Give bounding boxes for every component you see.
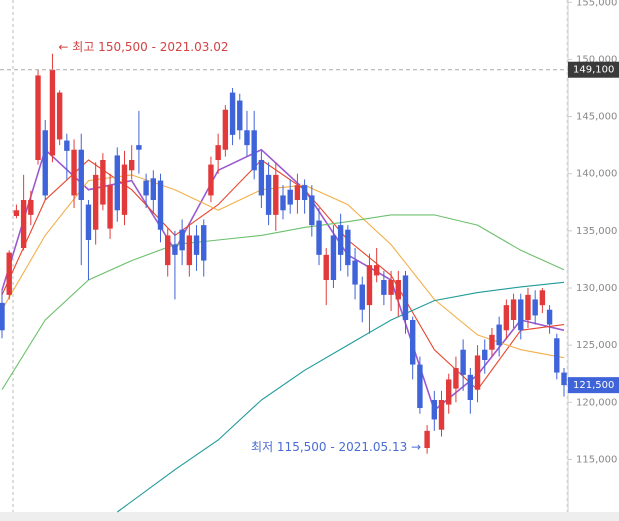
candle-body [474, 355, 481, 390]
candle-body [186, 235, 193, 266]
candle-body [157, 180, 164, 230]
candle-body [280, 195, 286, 211]
y-tick-label: 155,000 [576, 0, 617, 8]
candle-body [309, 195, 315, 226]
candle-body [438, 400, 445, 430]
candle-body [467, 374, 474, 400]
candle-body [554, 338, 560, 373]
candle-body [0, 302, 5, 331]
candle-body [525, 294, 531, 320]
candle-body [143, 180, 149, 196]
candle-body [366, 265, 373, 306]
candle-body [503, 305, 510, 331]
candle-body [345, 229, 351, 266]
candle-body [273, 174, 279, 215]
candle-body [100, 160, 106, 205]
moving-average-line [1, 214, 565, 390]
candle-body [6, 252, 12, 295]
candle-body [128, 160, 135, 171]
candle-body [49, 69, 56, 156]
candle-body [28, 200, 34, 215]
candle-body [409, 320, 416, 365]
candle-body [193, 235, 200, 255]
candle-body [446, 379, 452, 405]
candle-body [251, 130, 257, 171]
candle-body [316, 220, 322, 255]
candle-body [532, 299, 538, 316]
y-tick-label: 125,000 [576, 340, 617, 351]
candle-body [496, 324, 502, 346]
candle-body [388, 280, 394, 295]
candle-body [402, 275, 409, 320]
high-annotation: ← 최고 150,500 - 2021.03.02 [58, 40, 228, 54]
candle-body [265, 174, 272, 215]
candle-body [294, 185, 301, 200]
price-label: 121,500 [573, 380, 614, 391]
moving-average-line [116, 281, 565, 513]
candle-body [244, 130, 250, 146]
candle-body [229, 92, 236, 135]
y-tick-label: 120,000 [576, 397, 617, 408]
candle-body [258, 160, 265, 196]
candle-body [179, 229, 185, 251]
candle-body [208, 164, 214, 196]
candle-body [172, 244, 178, 255]
candle-body [561, 372, 567, 386]
candle-body [431, 400, 438, 420]
candle-body [546, 309, 553, 325]
candle-body [92, 174, 99, 230]
candle-body [330, 235, 337, 280]
candle-body [114, 155, 120, 211]
candle-body [150, 178, 157, 200]
candle-body [539, 290, 546, 306]
candle-body [201, 225, 207, 261]
candle-body [13, 210, 20, 216]
candle-body [64, 140, 70, 151]
candle-body [20, 200, 27, 248]
low-annotation: 최저 115,500 - 2021.05.13 → [251, 440, 421, 454]
candle-body [215, 145, 221, 160]
candle-body [121, 164, 128, 215]
candle-body [489, 334, 495, 350]
candle-body [85, 204, 92, 240]
candle-body [424, 430, 430, 448]
y-tick-label: 150,000 [576, 54, 617, 65]
candle-body [301, 185, 308, 200]
candle-body [373, 265, 380, 276]
y-tick-label: 140,000 [576, 169, 617, 180]
y-tick-label: 115,000 [576, 454, 617, 465]
candle-body [453, 368, 459, 389]
candle-body [71, 149, 77, 196]
candle-body [42, 130, 48, 196]
candle-body [78, 149, 84, 200]
candle-body [460, 349, 466, 375]
price-box [568, 377, 619, 394]
price-label: 149,100 [573, 65, 614, 76]
candle-body [56, 92, 63, 140]
candle-body [222, 109, 229, 150]
candle-body [323, 254, 329, 280]
candle-body [518, 299, 524, 331]
candle-body [337, 225, 344, 255]
candle-body [510, 299, 517, 320]
candle-body [482, 349, 488, 360]
candle-body [35, 75, 41, 160]
y-tick-label: 130,000 [576, 283, 617, 294]
y-tick-label: 145,000 [576, 112, 617, 123]
candle-body [359, 284, 365, 310]
candle-body [287, 189, 293, 205]
candle-body [381, 280, 387, 295]
candle-body [165, 235, 171, 266]
candle-body [136, 145, 142, 150]
price-box [568, 61, 619, 78]
candle-body [352, 260, 358, 285]
candle-body [107, 185, 113, 229]
candle-body [417, 364, 423, 408]
candle-body [237, 100, 243, 131]
y-tick-label: 135,000 [576, 226, 617, 237]
x-axis-band [0, 512, 619, 521]
candle-body [395, 280, 401, 300]
